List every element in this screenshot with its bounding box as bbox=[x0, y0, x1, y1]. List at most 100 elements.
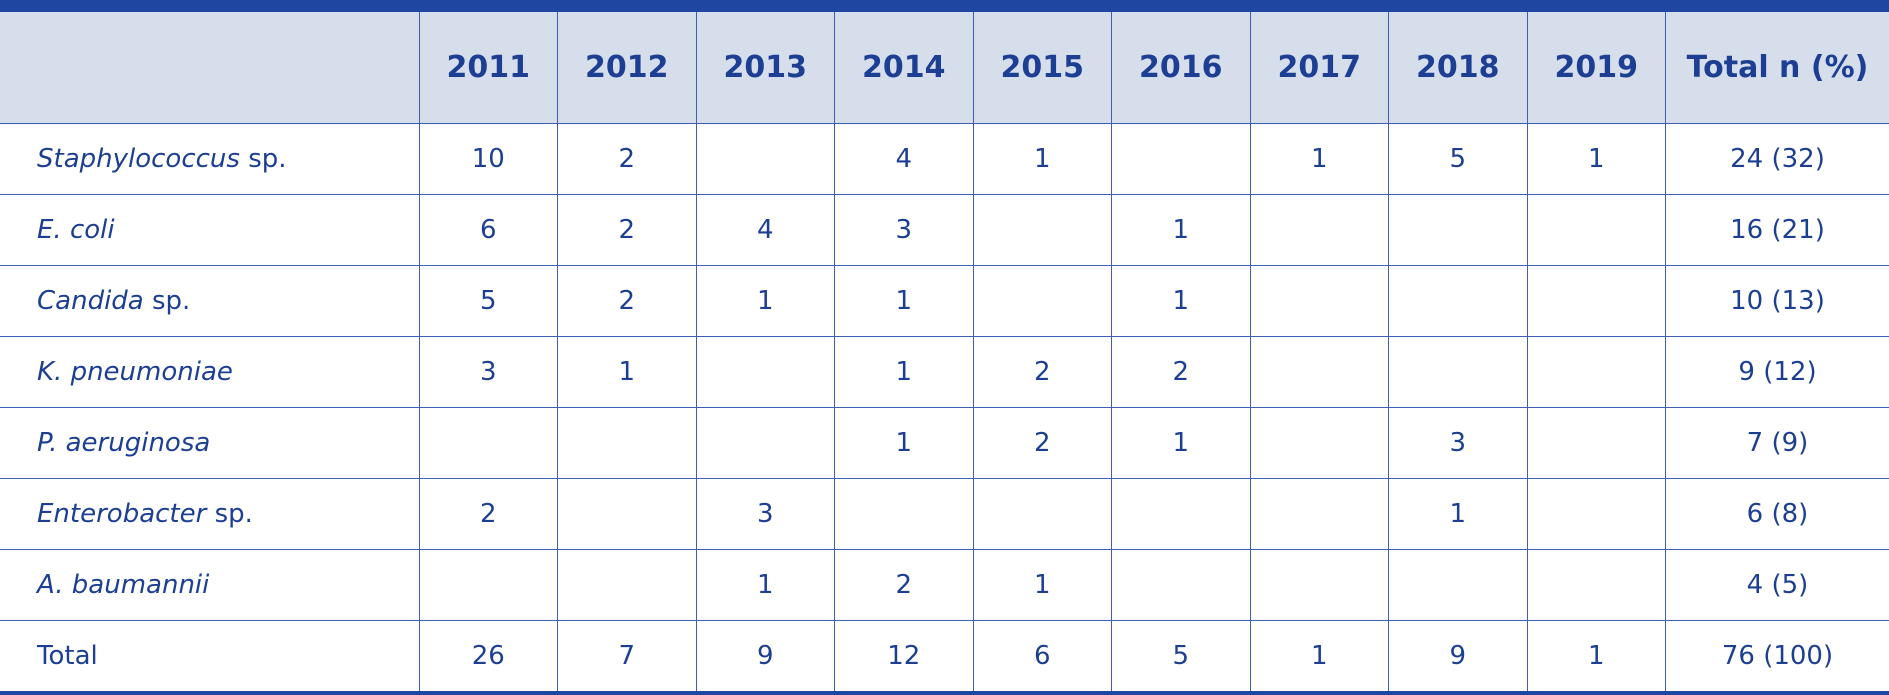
count-cell: 2 bbox=[557, 265, 697, 337]
count-cell bbox=[1249, 265, 1389, 337]
count-cell bbox=[1249, 549, 1389, 621]
count-cell bbox=[1388, 265, 1528, 337]
count-cell: 2 bbox=[972, 336, 1112, 408]
count-cell: 5 bbox=[1388, 123, 1528, 195]
count-cell bbox=[972, 265, 1112, 337]
row-label: P. aeruginosa bbox=[0, 407, 420, 479]
row-label: E. coli bbox=[0, 194, 420, 266]
table-row: Staphylococcus sp. 10 2 4 1 1 5 1 24 (32) bbox=[0, 123, 1889, 195]
row-label-text: Total bbox=[37, 641, 98, 671]
header-cell: 2016 bbox=[1111, 12, 1251, 124]
total-cell: 6 (8) bbox=[1665, 478, 1889, 550]
count-cell bbox=[1388, 194, 1528, 266]
count-cell bbox=[1526, 478, 1666, 550]
header-cell: 2017 bbox=[1249, 12, 1389, 124]
count-cell bbox=[418, 407, 558, 479]
table-row: A. baumannii 1 2 1 4 (5) bbox=[0, 549, 1889, 621]
count-cell: 1 bbox=[1111, 265, 1251, 337]
count-cell bbox=[695, 123, 835, 195]
count-cell: 2 bbox=[418, 478, 558, 550]
count-cell bbox=[972, 478, 1112, 550]
count-cell: 6 bbox=[418, 194, 558, 266]
count-cell: 3 bbox=[695, 478, 835, 550]
count-cell: 1 bbox=[695, 265, 835, 337]
row-label-text: E. coli bbox=[37, 215, 115, 245]
total-cell: 24 (32) bbox=[1665, 123, 1889, 195]
row-label-text: Staphylococcus bbox=[37, 144, 240, 174]
count-cell: 1 bbox=[1526, 123, 1666, 195]
row-label-text: Candida bbox=[37, 286, 144, 316]
count-cell: 4 bbox=[695, 194, 835, 266]
count-cell: 4 bbox=[834, 123, 974, 195]
count-cell: 9 bbox=[1388, 620, 1528, 691]
row-label: Enterobacter sp. bbox=[0, 478, 420, 550]
total-cell: 10 (13) bbox=[1665, 265, 1889, 337]
header-cell: 2013 bbox=[695, 12, 835, 124]
count-cell bbox=[1526, 549, 1666, 621]
count-cell bbox=[557, 478, 697, 550]
total-cell: 76 (100) bbox=[1665, 620, 1889, 691]
count-cell: 1 bbox=[1111, 407, 1251, 479]
count-cell bbox=[1111, 478, 1251, 550]
count-cell bbox=[695, 407, 835, 479]
count-cell bbox=[1526, 336, 1666, 408]
row-label-text: Enterobacter bbox=[37, 499, 207, 529]
count-cell: 2 bbox=[972, 407, 1112, 479]
count-cell: 3 bbox=[418, 336, 558, 408]
header-cell: 2018 bbox=[1388, 12, 1528, 124]
count-cell: 5 bbox=[418, 265, 558, 337]
count-cell bbox=[1388, 336, 1528, 408]
count-cell bbox=[695, 336, 835, 408]
row-label-suffix: sp. bbox=[152, 286, 191, 316]
count-cell: 3 bbox=[1388, 407, 1528, 479]
count-cell bbox=[1249, 194, 1389, 266]
row-label-text: A. baumannii bbox=[37, 570, 210, 600]
count-cell: 9 bbox=[695, 620, 835, 691]
count-cell: 5 bbox=[1111, 620, 1251, 691]
count-cell bbox=[1249, 336, 1389, 408]
count-cell: 2 bbox=[834, 549, 974, 621]
count-cell: 6 bbox=[972, 620, 1112, 691]
header-cell: 2011 bbox=[418, 12, 558, 124]
count-cell: 2 bbox=[557, 194, 697, 266]
count-cell bbox=[557, 407, 697, 479]
count-cell: 26 bbox=[418, 620, 558, 691]
count-cell bbox=[1526, 194, 1666, 266]
count-cell bbox=[1111, 549, 1251, 621]
total-cell: 4 (5) bbox=[1665, 549, 1889, 621]
row-label: Candida sp. bbox=[0, 265, 420, 337]
table-row: Candida sp. 5 2 1 1 1 10 (13) bbox=[0, 265, 1889, 337]
count-cell: 1 bbox=[972, 123, 1112, 195]
row-label: A. baumannii bbox=[0, 549, 420, 621]
count-cell bbox=[1111, 123, 1251, 195]
row-label: Staphylococcus sp. bbox=[0, 123, 420, 195]
count-cell: 12 bbox=[834, 620, 974, 691]
count-cell bbox=[1249, 478, 1389, 550]
count-cell: 3 bbox=[834, 194, 974, 266]
count-cell: 1 bbox=[1388, 478, 1528, 550]
header-cell: Total n (%) bbox=[1665, 12, 1889, 124]
table-row: K. pneumoniae 3 1 1 2 2 9 (12) bbox=[0, 336, 1889, 408]
count-cell bbox=[834, 478, 974, 550]
count-cell: 2 bbox=[557, 123, 697, 195]
count-cell: 2 bbox=[1111, 336, 1251, 408]
total-row: Total 26 7 9 12 6 5 1 9 1 76 (100) bbox=[0, 620, 1889, 691]
count-cell bbox=[557, 549, 697, 621]
count-cell bbox=[972, 194, 1112, 266]
count-cell: 1 bbox=[1249, 620, 1389, 691]
count-cell: 1 bbox=[972, 549, 1112, 621]
count-cell bbox=[1249, 407, 1389, 479]
count-cell: 1 bbox=[834, 407, 974, 479]
count-cell: 1 bbox=[1526, 620, 1666, 691]
table-body: Staphylococcus sp. 10 2 4 1 1 5 1 24 (32) E. coli… bbox=[0, 123, 1889, 691]
total-cell: 16 (21) bbox=[1665, 194, 1889, 266]
count-cell: 1 bbox=[1111, 194, 1251, 266]
header-cell: 2019 bbox=[1526, 12, 1666, 124]
row-label-text: K. pneumoniae bbox=[37, 357, 233, 387]
count-cell: 1 bbox=[834, 265, 974, 337]
row-label: K. pneumoniae bbox=[0, 336, 420, 408]
count-cell bbox=[418, 549, 558, 621]
row-label-suffix: sp. bbox=[248, 144, 287, 174]
